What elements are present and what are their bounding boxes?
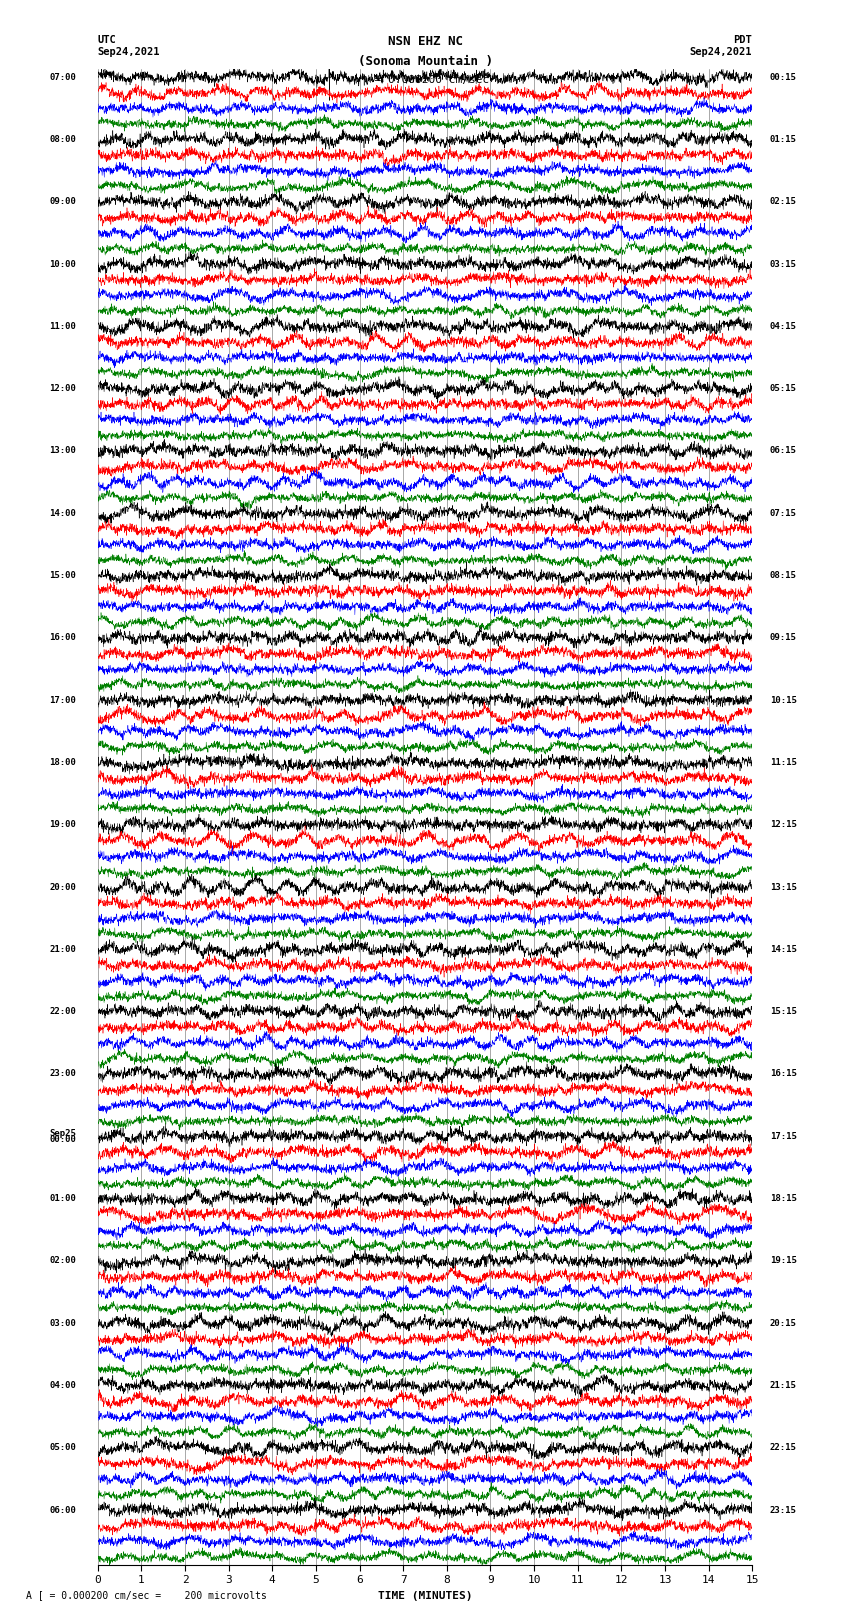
Text: 07:00: 07:00 bbox=[49, 73, 76, 82]
Text: 15:00: 15:00 bbox=[49, 571, 76, 581]
Text: 13:15: 13:15 bbox=[770, 882, 796, 892]
Text: 16:15: 16:15 bbox=[770, 1069, 796, 1079]
Text: | = 0.000200 cm/sec: | = 0.000200 cm/sec bbox=[361, 74, 489, 85]
Text: 18:00: 18:00 bbox=[49, 758, 76, 766]
Text: 20:00: 20:00 bbox=[49, 882, 76, 892]
Text: Sep24,2021: Sep24,2021 bbox=[98, 47, 161, 56]
Text: 05:15: 05:15 bbox=[770, 384, 796, 394]
Text: 01:15: 01:15 bbox=[770, 135, 796, 144]
Text: 08:00: 08:00 bbox=[49, 135, 76, 144]
Text: 16:00: 16:00 bbox=[49, 634, 76, 642]
Text: 04:00: 04:00 bbox=[49, 1381, 76, 1390]
Text: A [ = 0.000200 cm/sec =    200 microvolts: A [ = 0.000200 cm/sec = 200 microvolts bbox=[26, 1590, 266, 1600]
Text: 01:00: 01:00 bbox=[49, 1194, 76, 1203]
Text: 09:15: 09:15 bbox=[770, 634, 796, 642]
Text: 00:15: 00:15 bbox=[770, 73, 796, 82]
Text: 02:15: 02:15 bbox=[770, 197, 796, 206]
Text: 15:15: 15:15 bbox=[770, 1007, 796, 1016]
Text: 03:00: 03:00 bbox=[49, 1319, 76, 1327]
Text: 18:15: 18:15 bbox=[770, 1194, 796, 1203]
Text: 03:15: 03:15 bbox=[770, 260, 796, 268]
Text: NSN EHZ NC: NSN EHZ NC bbox=[388, 35, 462, 48]
Text: 19:00: 19:00 bbox=[49, 821, 76, 829]
Text: 13:00: 13:00 bbox=[49, 447, 76, 455]
Text: 14:00: 14:00 bbox=[49, 508, 76, 518]
Text: 22:00: 22:00 bbox=[49, 1007, 76, 1016]
Text: (Sonoma Mountain ): (Sonoma Mountain ) bbox=[358, 55, 492, 68]
Text: 23:00: 23:00 bbox=[49, 1069, 76, 1079]
Text: 21:15: 21:15 bbox=[770, 1381, 796, 1390]
Text: Sep25: Sep25 bbox=[49, 1129, 76, 1137]
Text: UTC: UTC bbox=[98, 35, 116, 45]
X-axis label: TIME (MINUTES): TIME (MINUTES) bbox=[377, 1590, 473, 1600]
Text: 04:15: 04:15 bbox=[770, 323, 796, 331]
Text: 23:15: 23:15 bbox=[770, 1505, 796, 1515]
Text: 06:00: 06:00 bbox=[49, 1505, 76, 1515]
Text: Sep24,2021: Sep24,2021 bbox=[689, 47, 752, 56]
Text: 02:00: 02:00 bbox=[49, 1257, 76, 1265]
Text: 07:15: 07:15 bbox=[770, 508, 796, 518]
Text: 11:00: 11:00 bbox=[49, 323, 76, 331]
Text: 12:00: 12:00 bbox=[49, 384, 76, 394]
Text: 14:15: 14:15 bbox=[770, 945, 796, 953]
Text: PDT: PDT bbox=[734, 35, 752, 45]
Text: 17:15: 17:15 bbox=[770, 1132, 796, 1140]
Text: 10:00: 10:00 bbox=[49, 260, 76, 268]
Text: 20:15: 20:15 bbox=[770, 1319, 796, 1327]
Text: 19:15: 19:15 bbox=[770, 1257, 796, 1265]
Text: 10:15: 10:15 bbox=[770, 695, 796, 705]
Text: 00:00: 00:00 bbox=[49, 1136, 76, 1144]
Text: 05:00: 05:00 bbox=[49, 1444, 76, 1452]
Text: 06:15: 06:15 bbox=[770, 447, 796, 455]
Text: 08:15: 08:15 bbox=[770, 571, 796, 581]
Text: 22:15: 22:15 bbox=[770, 1444, 796, 1452]
Text: 12:15: 12:15 bbox=[770, 821, 796, 829]
Text: 21:00: 21:00 bbox=[49, 945, 76, 953]
Text: 17:00: 17:00 bbox=[49, 695, 76, 705]
Text: 11:15: 11:15 bbox=[770, 758, 796, 766]
Text: 09:00: 09:00 bbox=[49, 197, 76, 206]
